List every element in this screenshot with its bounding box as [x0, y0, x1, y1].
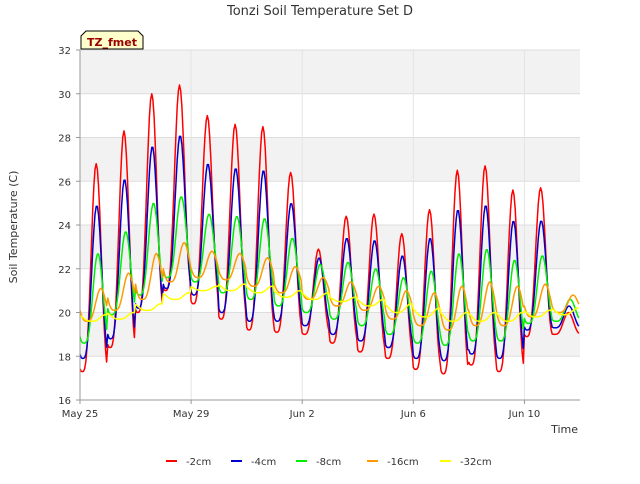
y-tick-label: 22 — [58, 265, 71, 276]
plot-band — [80, 50, 580, 94]
y-tick-label: 20 — [58, 309, 71, 320]
x-tick-label: Jun 6 — [400, 409, 426, 420]
legend: -2cm -4cm -8cm -16cm -32cm — [166, 457, 492, 468]
plot-band — [80, 137, 580, 182]
plot-band — [80, 268, 580, 313]
legend-item: -32cm — [440, 457, 492, 468]
legend-label: -32cm — [460, 457, 492, 468]
series-line-minus-4cm — [79, 135, 580, 362]
plot-band — [80, 181, 580, 225]
y-tick-label: 24 — [58, 221, 71, 232]
badge-label: TZ_fmet — [87, 36, 137, 49]
y-tick-label: 28 — [58, 134, 71, 145]
plot-band — [80, 356, 580, 400]
legend-item: -2cm — [166, 457, 211, 468]
y-tick-label: 16 — [58, 396, 71, 407]
axes: 16 18 20 22 24 26 28 30 32 May 25 May 29 Jun 2 Jun 6… — [58, 46, 580, 420]
y-axis-label: Soil Temperature (C) — [7, 171, 20, 284]
legend-item: -8cm — [296, 457, 341, 468]
x-tick-label: May 29 — [173, 409, 210, 420]
y-tick-label: 32 — [58, 46, 71, 57]
plot-band — [80, 93, 580, 138]
tz-fmet-badge: TZ_fmet — [80, 30, 144, 50]
x-tick-label: Jun 10 — [508, 409, 541, 420]
series-lines — [79, 84, 580, 375]
legend-label: -4cm — [251, 457, 276, 468]
x-tick-label: May 25 — [62, 409, 99, 420]
y-tick-label: 26 — [58, 177, 71, 188]
x-tick-label: Jun 2 — [289, 409, 315, 420]
chart-title: Tonzi Soil Temperature Set D — [226, 4, 413, 19]
legend-label: -16cm — [387, 457, 419, 468]
x-axis-label: Time — [550, 423, 578, 436]
y-tick-label: 18 — [58, 352, 71, 363]
plot-band — [80, 225, 580, 269]
legend-item: -16cm — [367, 457, 419, 468]
legend-item: -4cm — [231, 457, 276, 468]
y-tick-label: 30 — [58, 90, 71, 101]
legend-label: -8cm — [316, 457, 341, 468]
series-line-minus-32cm — [79, 283, 579, 323]
plot-background — [80, 50, 580, 400]
legend-label: -2cm — [186, 457, 211, 468]
